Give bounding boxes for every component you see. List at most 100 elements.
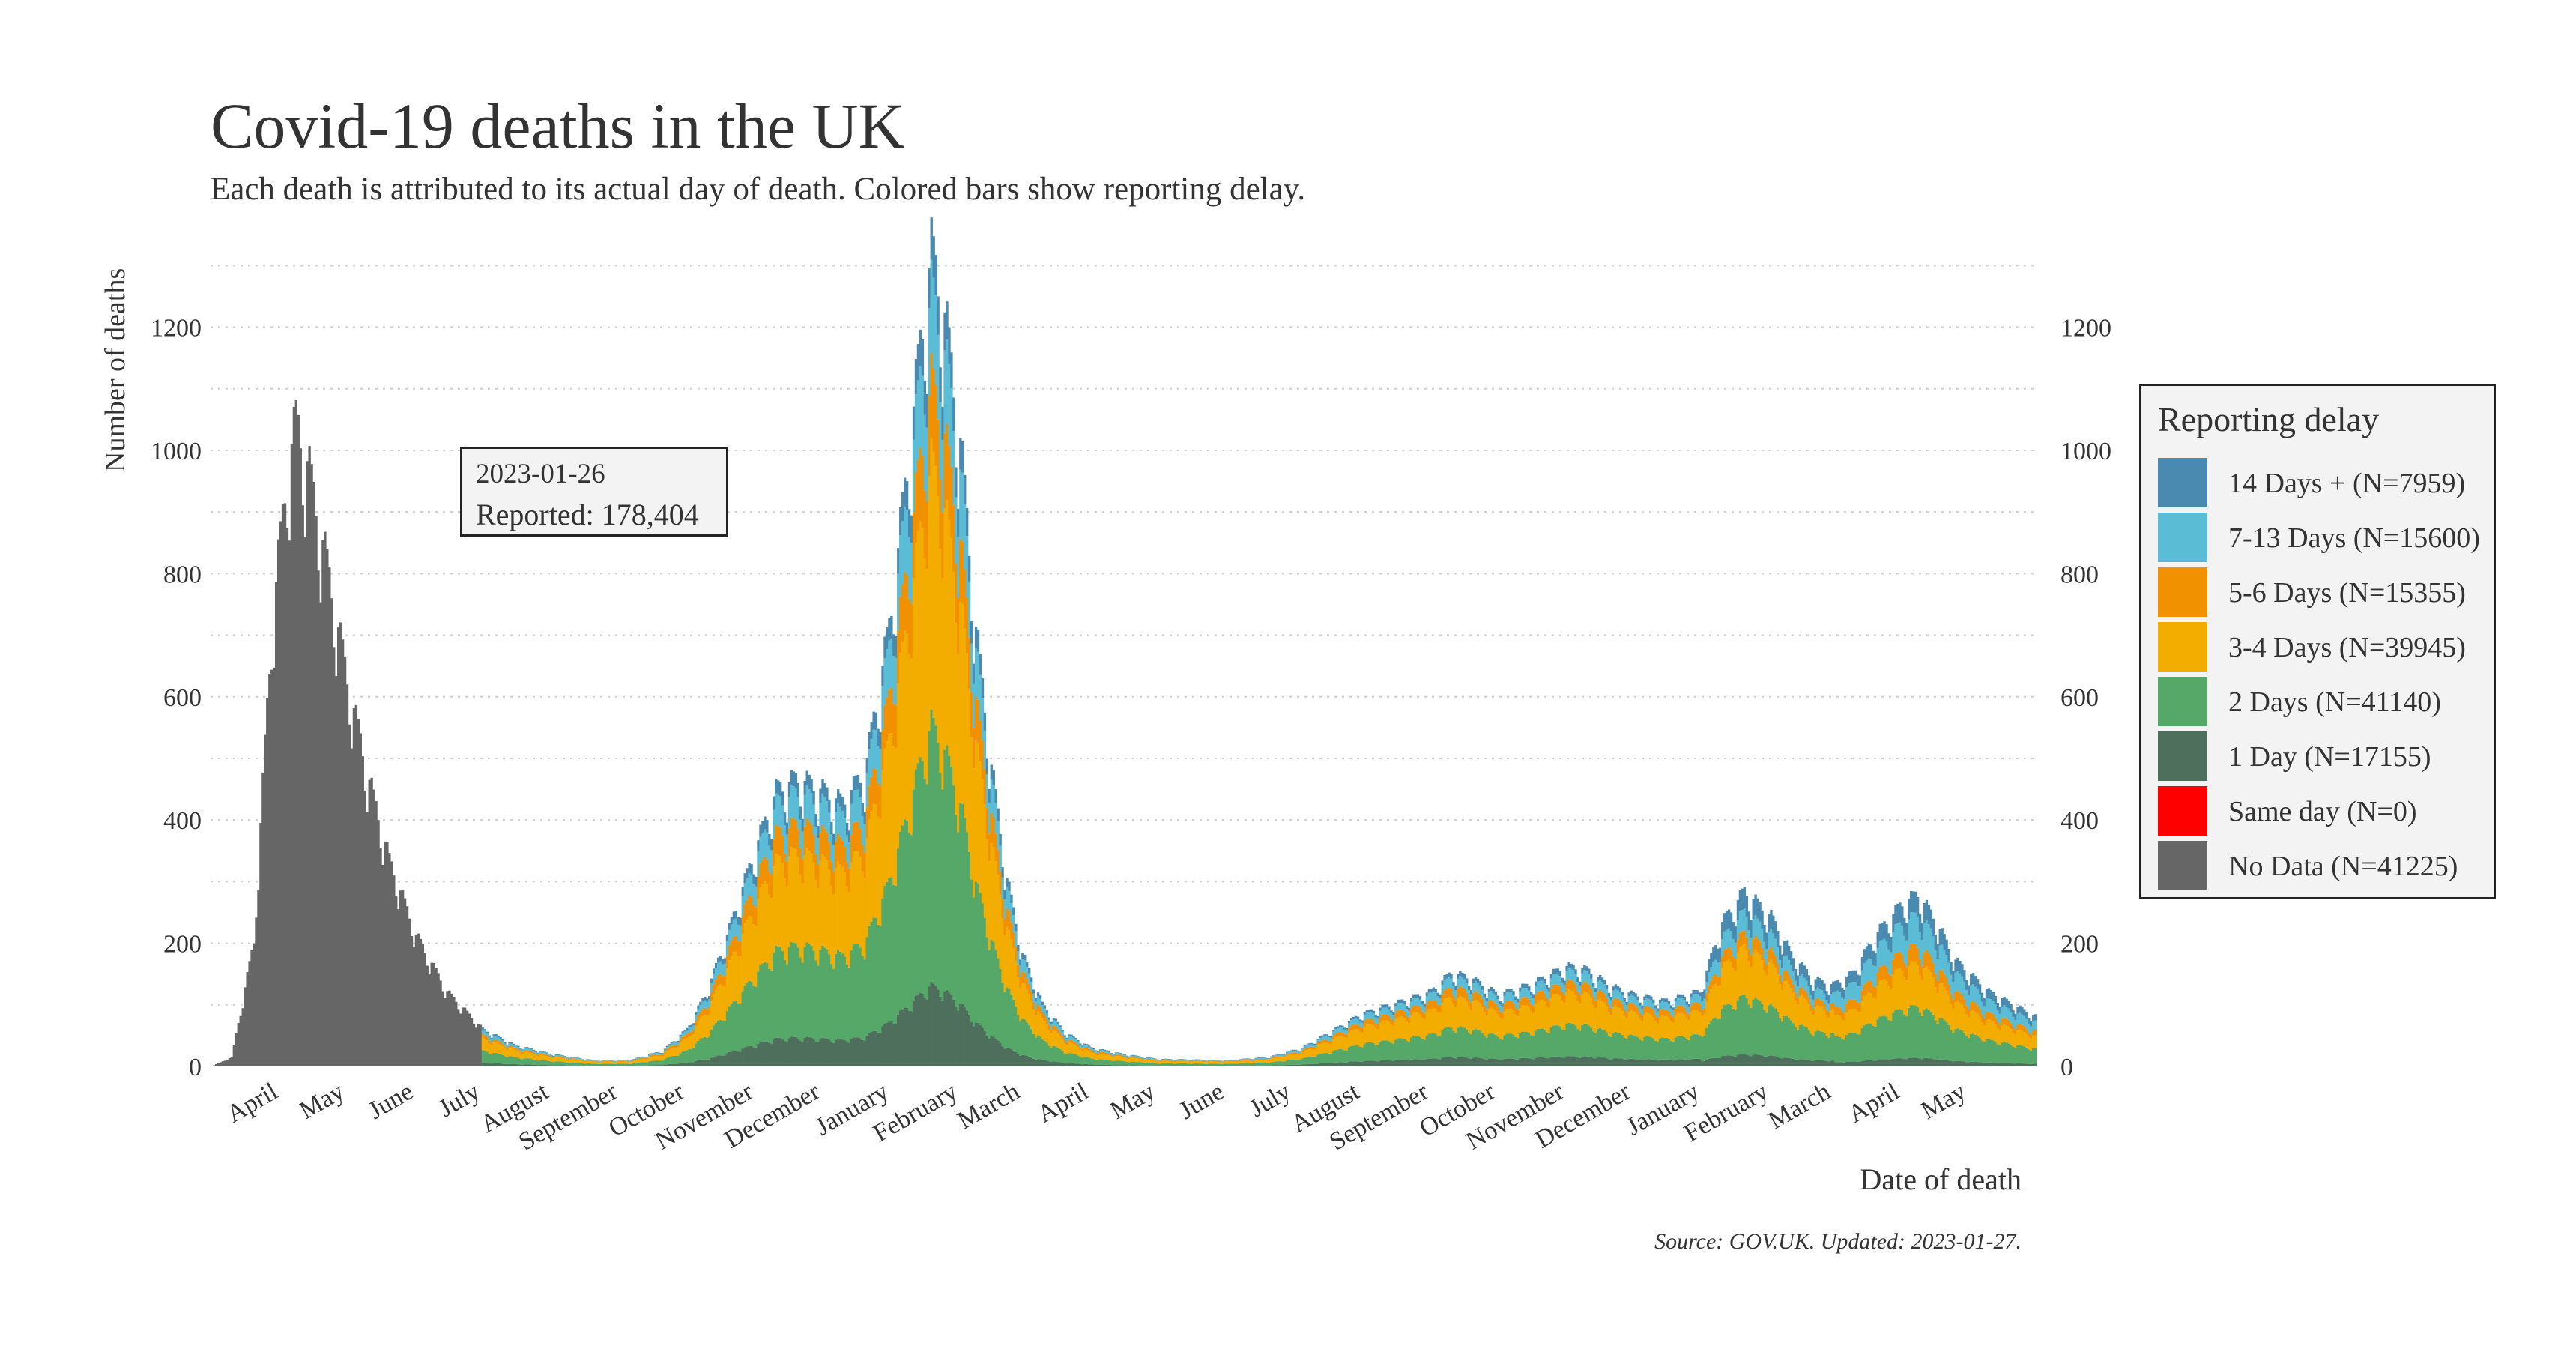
bar-segment bbox=[668, 1064, 671, 1066]
bar-segment bbox=[994, 950, 997, 1039]
bar-segment bbox=[1992, 1014, 1995, 1022]
bar-segment bbox=[688, 1025, 691, 1027]
bar-segment bbox=[841, 867, 844, 954]
legend-item-same-day[interactable]: Same day (N=0) bbox=[2158, 786, 2488, 836]
bar-segment bbox=[1690, 993, 1693, 998]
bar-segment bbox=[790, 1036, 793, 1066]
bar-segment bbox=[539, 1060, 542, 1065]
bar-segment bbox=[854, 1037, 858, 1066]
bar-segment bbox=[1954, 992, 1957, 1003]
legend-item-3-4-days[interactable]: 3-4 Days (N=39945) bbox=[2158, 622, 2488, 672]
bar-segment bbox=[710, 983, 713, 993]
bar-segment bbox=[1137, 1055, 1140, 1057]
bar-segment bbox=[1887, 1060, 1890, 1066]
bar-segment bbox=[743, 904, 746, 924]
bar-segment bbox=[557, 1061, 560, 1066]
bar-segment bbox=[1849, 1061, 1853, 1066]
legend-item-14-days[interactable]: 14 Days + (N=7959) bbox=[2158, 458, 2488, 507]
bar-segment bbox=[1738, 911, 1742, 933]
bar-segment bbox=[1809, 995, 1812, 1005]
bar-segment-no-data bbox=[297, 414, 300, 1066]
bar-segment bbox=[1950, 1061, 1953, 1066]
bar-segment bbox=[1019, 959, 1022, 965]
bar-segment bbox=[925, 393, 929, 428]
bar-segment bbox=[608, 1060, 611, 1061]
legend-swatch bbox=[2158, 731, 2207, 781]
bar-segment bbox=[536, 1052, 540, 1054]
bar-segment bbox=[1083, 1049, 1086, 1057]
bar-segment bbox=[1681, 1012, 1684, 1036]
bar-segment bbox=[1114, 1065, 1118, 1066]
bar-segment bbox=[1107, 1054, 1111, 1056]
bar-segment bbox=[621, 1060, 624, 1062]
bar-segment bbox=[1263, 1063, 1266, 1066]
bar-segment bbox=[1514, 1059, 1517, 1066]
bar-segment bbox=[1072, 1054, 1075, 1063]
bar-segment bbox=[614, 1062, 617, 1064]
bar-segment bbox=[1816, 987, 1819, 998]
bar-segment bbox=[1215, 1060, 1218, 1061]
bar-segment bbox=[1792, 984, 1795, 993]
bar-segment bbox=[757, 899, 760, 972]
bar-segment bbox=[706, 1001, 709, 1010]
bar-segment bbox=[1414, 1012, 1418, 1036]
legend-item-7-13-days[interactable]: 7-13 Days (N=15600) bbox=[2158, 513, 2488, 562]
bar-segment-no-data bbox=[468, 1013, 471, 1066]
bar-segment bbox=[1911, 1005, 1915, 1058]
bar-segment bbox=[905, 481, 909, 511]
bar-segment bbox=[1623, 1037, 1626, 1060]
bar-segment bbox=[1956, 990, 1959, 1001]
bar-segment bbox=[1600, 992, 1604, 1001]
bar-segment-no-data bbox=[379, 848, 382, 1066]
bar-segment bbox=[1717, 962, 1720, 977]
legend-item-1-day[interactable]: 1 Day (N=17155) bbox=[2158, 731, 2488, 781]
bar-segment bbox=[668, 1044, 671, 1045]
bar-segment bbox=[1354, 1029, 1358, 1045]
bar-segment bbox=[1081, 1051, 1084, 1058]
bar-segment bbox=[635, 1060, 638, 1063]
legend-item-5-6-days[interactable]: 5-6 Days (N=15355) bbox=[2158, 567, 2488, 617]
bar-segment bbox=[1423, 1060, 1427, 1066]
bar-segment bbox=[1556, 1025, 1559, 1057]
bar-segment bbox=[552, 1056, 555, 1058]
bar-segment bbox=[1139, 1059, 1142, 1063]
bar-segment bbox=[1485, 1015, 1489, 1038]
bar-segment bbox=[886, 627, 889, 650]
bar-segment bbox=[1925, 1057, 1929, 1066]
bar-segment bbox=[1083, 1047, 1086, 1050]
bar-segment bbox=[1781, 1058, 1784, 1066]
bar-segment bbox=[1370, 1060, 1373, 1066]
bar-segment bbox=[1508, 989, 1511, 993]
bar-segment bbox=[1206, 1060, 1209, 1062]
bar-segment-no-data bbox=[270, 669, 273, 1066]
bar-segment bbox=[1252, 1063, 1255, 1066]
bar-segment bbox=[1941, 944, 1944, 970]
bar-segment bbox=[1798, 1024, 1802, 1060]
bar-segment bbox=[1965, 989, 1968, 1006]
bar-segment bbox=[2023, 1009, 2026, 1016]
bar-segment bbox=[1188, 1060, 1191, 1061]
bar-segment bbox=[1916, 1007, 1920, 1058]
bar-segment bbox=[1985, 989, 1989, 998]
bar-segment bbox=[1441, 1030, 1444, 1058]
bar-segment bbox=[515, 1045, 518, 1048]
legend-item-no-data[interactable]: No Data (N=41225) bbox=[2158, 841, 2488, 890]
bar-segment bbox=[1050, 1033, 1053, 1048]
bar-segment-no-data bbox=[419, 938, 423, 1066]
bar-segment bbox=[1197, 1060, 1200, 1062]
bar-segment bbox=[590, 1060, 593, 1062]
legend-item-2-days[interactable]: 2 Days (N=41140) bbox=[2158, 677, 2488, 726]
bar-segment bbox=[1459, 995, 1462, 1027]
bar-segment bbox=[1397, 1017, 1400, 1039]
bar-segment bbox=[1083, 1043, 1086, 1045]
bar-segment bbox=[746, 878, 749, 900]
bar-segment bbox=[1383, 1040, 1386, 1060]
bar-segment bbox=[1920, 965, 1924, 980]
bar-segment bbox=[981, 903, 985, 1028]
bar-segment bbox=[937, 743, 940, 990]
bar-segment bbox=[837, 833, 840, 862]
bar-segment bbox=[1538, 991, 1542, 1001]
bar-segment bbox=[1980, 1001, 1984, 1015]
bar-segment bbox=[1994, 1063, 1998, 1066]
bar-segment bbox=[690, 1035, 693, 1049]
